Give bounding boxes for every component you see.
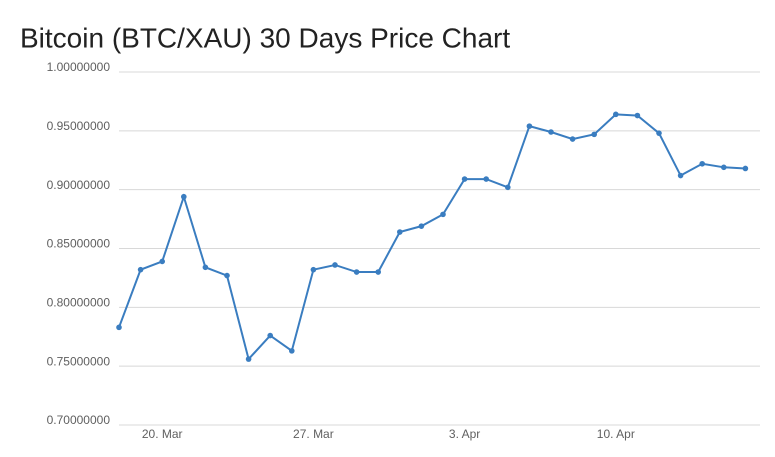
data-point [440,211,446,218]
data-point [332,262,338,268]
data-point [159,258,165,265]
data-point [310,266,317,273]
data-point [526,123,533,129]
data-point [742,165,749,172]
data-point [613,111,619,118]
y-tick-label: 0.85000000 [47,237,111,251]
data-point [656,130,662,136]
data-point [699,160,705,167]
data-point [202,264,209,271]
x-tick-label: 10. Apr [597,427,635,441]
data-point [397,229,403,235]
data-point [591,131,597,138]
data-point [224,272,230,279]
data-point [289,348,295,354]
data-point [569,136,576,142]
data-point [267,332,274,339]
data-point [418,223,425,229]
data-point [677,172,684,179]
data-point [721,164,727,171]
data-point [634,112,641,119]
data-point [505,184,511,191]
x-tick-label: 20. Mar [142,427,183,441]
data-point [548,129,554,135]
data-point [353,269,360,275]
chart-title: Bitcoin (BTC/XAU) 30 Days Price Chart [20,22,510,53]
data-point [461,176,468,182]
data-point [137,266,144,273]
data-point [483,176,490,182]
series-line [118,113,746,362]
data-point [116,324,122,331]
data-point [181,193,187,200]
y-tick-label: 0.75000000 [47,354,111,368]
y-tick-label: 0.80000000 [47,296,111,310]
data-point [245,356,252,362]
data-point [375,269,382,275]
y-tick-label: 1.00000000 [47,60,111,74]
y-tick-label: 0.95000000 [47,119,111,133]
x-tick-label: 3. Apr [449,427,480,441]
x-tick-label: 27. Mar [293,427,334,441]
y-tick-label: 0.90000000 [47,178,111,192]
y-tick-label: 0.70000000 [47,413,111,427]
